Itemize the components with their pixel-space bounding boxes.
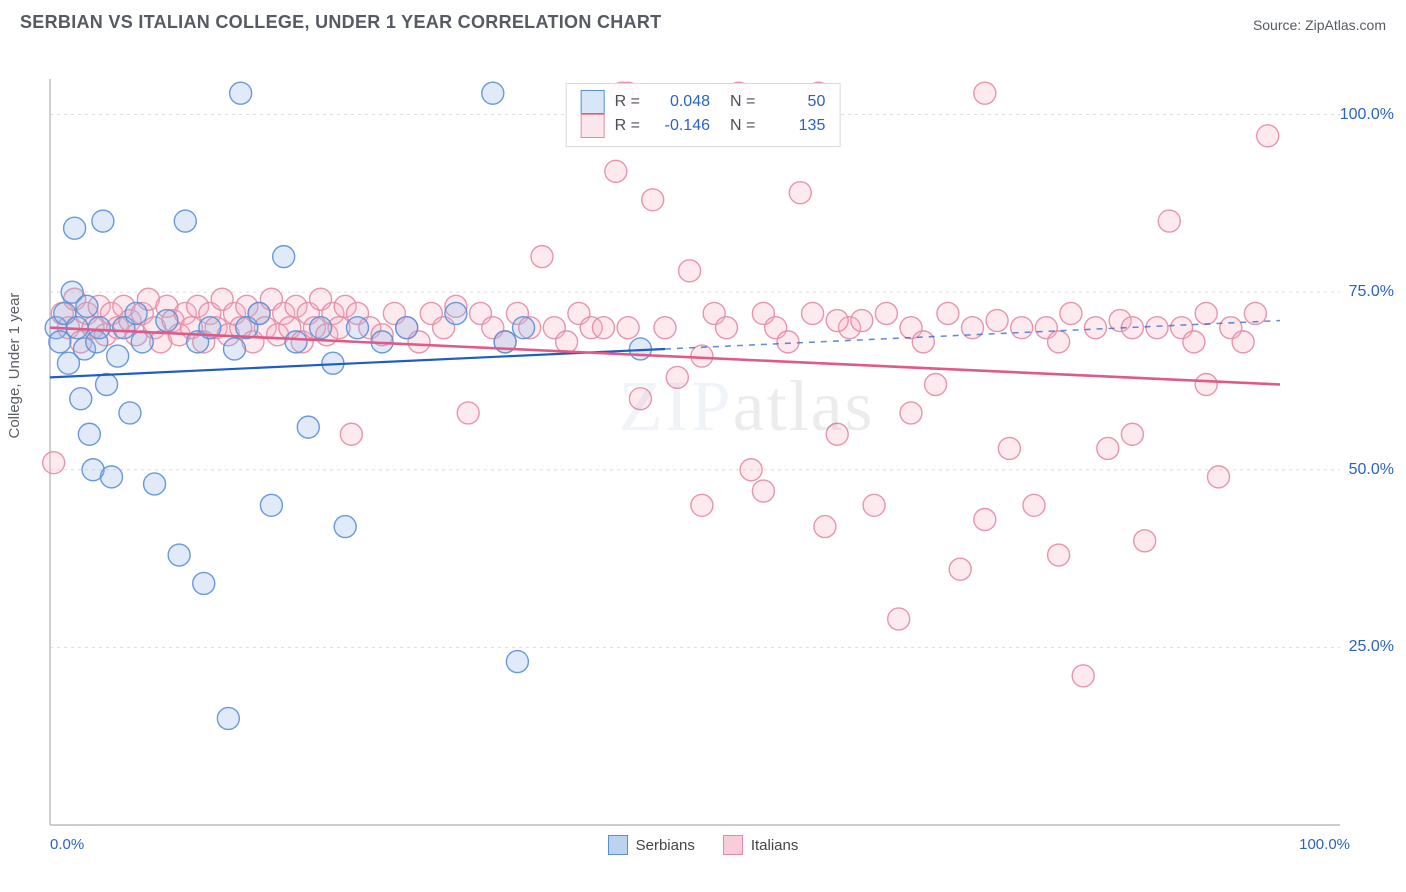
bottom-legend: Serbians Italians: [0, 835, 1406, 855]
chart-area: College, Under 1 year ZIPatlas R =0.048N…: [0, 37, 1406, 857]
stats-row-serbians: R =0.048N =50: [581, 90, 826, 114]
chart-title: SERBIAN VS ITALIAN COLLEGE, UNDER 1 YEAR…: [20, 12, 661, 33]
legend-item-serbians: Serbians: [608, 835, 695, 855]
stats-row-italians: R =-0.146N =135: [581, 114, 826, 138]
y-tick-label: 100.0%: [1340, 106, 1394, 124]
source-label: Source: ZipAtlas.com: [1253, 17, 1386, 33]
stats-legend-box: R =0.048N =50R =-0.146N =135: [566, 83, 841, 147]
y-tick-label: 25.0%: [1349, 638, 1394, 656]
y-tick-label: 75.0%: [1349, 283, 1394, 301]
legend-item-italians: Italians: [723, 835, 799, 855]
y-axis-title: College, Under 1 year: [6, 293, 23, 439]
scatter-plot-svg: [0, 37, 1406, 857]
y-tick-label: 50.0%: [1349, 461, 1394, 479]
